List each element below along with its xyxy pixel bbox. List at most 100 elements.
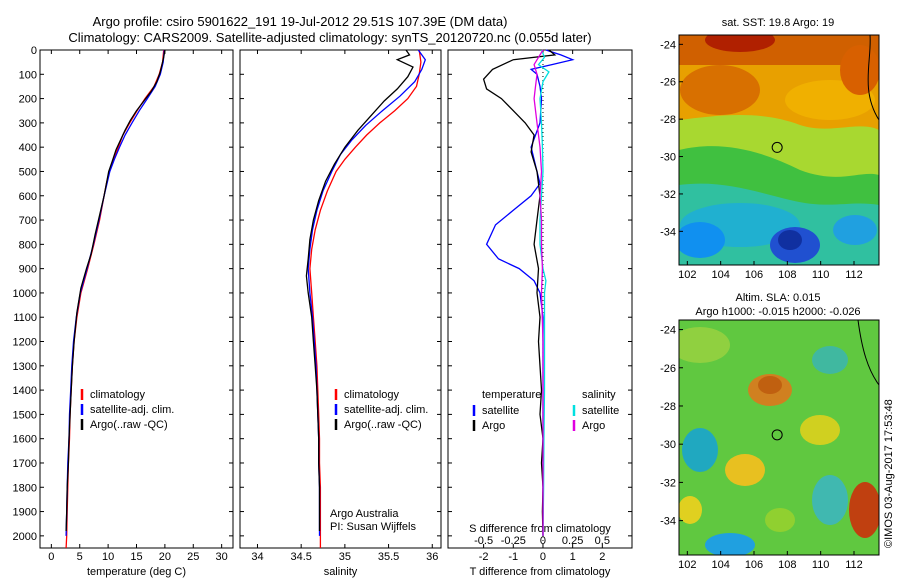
map-y-tick-label: -32 [660, 189, 676, 201]
depth-tick-label: 100 [19, 69, 37, 81]
depth-tick-label: 700 [19, 215, 37, 227]
x-tick-label: 25 [187, 551, 199, 563]
legend-header-salinity: salinity [582, 389, 616, 401]
legend-entry: climatology [90, 389, 146, 401]
x-axis-label: salinity [324, 566, 358, 578]
annotation-text: PI: Susan Wijffels [330, 521, 416, 533]
difference-panel: -2 -1 0 1 2 T difference from climatology -0.5… [447, 49, 633, 578]
sla-map-title2: Argo h1000: -0.015 h2000: -0.026 [695, 306, 860, 318]
legend-entry: Argo(..raw -QC) [90, 419, 168, 431]
sst-map-frame [678, 34, 880, 266]
x-tick-label: -1 [508, 551, 518, 563]
map-y-tick-label: -26 [660, 77, 676, 89]
x-axis-label: temperature (deg C) [87, 566, 186, 578]
x-tick-label: 34 [251, 551, 263, 563]
depth-tick-label: 1100 [13, 312, 37, 324]
sla-map-title1: Altim. SLA: 0.015 [736, 292, 821, 304]
depth-tick-label: 0 [31, 45, 37, 57]
title-line1: Argo profile: csiro 5901622_191 19-Jul-2… [93, 14, 508, 29]
title-line2: Climatology: CARS2009. Satellite-adjuste… [68, 30, 591, 45]
x-tick-label: 15 [130, 551, 142, 563]
depth-tick-label: 600 [19, 191, 37, 203]
series-line-s-argo [533, 49, 544, 536]
x-tick-label: 10 [102, 551, 114, 563]
x-tick-label: 34.5 [290, 551, 311, 563]
depth-tick-label: 300 [19, 118, 37, 130]
x-axis-label: T difference from climatology [470, 566, 611, 578]
depth-tick-label: 1700 [13, 458, 37, 470]
temperature-profile-frame [39, 49, 234, 549]
argo-position-marker-sla [771, 429, 783, 441]
legend-header-temperature: temperature [482, 389, 541, 401]
map-y-tick-label: -30 [660, 152, 676, 164]
difference-profile-frame [447, 49, 633, 549]
x-tick-label: 1 [570, 551, 576, 563]
map-y-tick-label: -34 [660, 516, 676, 528]
s-tick-label: -0.5 [474, 535, 493, 547]
legend-entry: satellite-adj. clim. [90, 404, 174, 416]
depth-tick-label: 1600 [13, 434, 37, 446]
s-tick-label: 0.5 [595, 535, 610, 547]
salinity-profile-frame [239, 49, 442, 549]
legend-entry: satellite [482, 405, 519, 417]
depth-tick-label: 900 [19, 264, 37, 276]
depth-tick-label: 1000 [13, 288, 37, 300]
depth-tick-label: 1800 [13, 482, 37, 494]
map-y-tick-label: -32 [660, 477, 676, 489]
depth-tick-label: 2000 [13, 531, 37, 543]
series-line-argo-raw-qc- [305, 49, 414, 531]
series-line-t-satellite [485, 49, 575, 536]
map-y-tick-label: -34 [660, 226, 676, 238]
x-tick-label: 2 [599, 551, 605, 563]
series-line-t-argo [482, 49, 557, 536]
s-tick-label: -0.25 [501, 535, 526, 547]
series-line-satellite-adj-clim- [65, 49, 165, 536]
map-y-tick-label: -24 [660, 325, 676, 337]
depth-tick-label: 1500 [13, 409, 37, 421]
depth-tick-label: 500 [19, 166, 37, 178]
map-x-tick-label: 106 [745, 559, 763, 571]
credit-text: ©IMOS 03-Aug-2017 17:53:48 [883, 399, 895, 548]
depth-tick-label: 400 [19, 142, 37, 154]
legend-entry: Argo(..raw -QC) [344, 419, 422, 431]
map-y-tick-label: -26 [660, 363, 676, 375]
sla-map-frame [678, 319, 880, 556]
map-x-tick-label: 102 [678, 269, 696, 281]
map-x-tick-label: 104 [711, 269, 729, 281]
depth-tick-label: 1400 [13, 385, 37, 397]
map-x-tick-label: 110 [812, 559, 830, 571]
x-tick-label: 36 [426, 551, 438, 563]
map-x-tick-label: 112 [845, 559, 863, 571]
series-line-climatology [309, 49, 422, 548]
legend-entry: satellite [582, 405, 619, 417]
sst-map-panel: sat. SST: 19.8 Argo: 19 102 104 106 108 110 1… [660, 17, 880, 281]
map-y-tick-label: -30 [660, 439, 676, 451]
x-tick-label: 0 [48, 551, 54, 563]
map-y-tick-label: -24 [660, 39, 676, 51]
sst-field [679, 35, 879, 265]
depth-tick-label: 200 [19, 94, 37, 106]
depth-tick-label: 1200 [13, 337, 37, 349]
series-line-climatology [65, 49, 165, 549]
map-x-tick-label: 110 [812, 269, 830, 281]
depth-tick-label: 1300 [13, 361, 37, 373]
legend-entry: satellite-adj. clim. [344, 404, 428, 416]
x-tick-label: 5 [77, 551, 83, 563]
x-tick-label: 0 [540, 551, 546, 563]
map-x-tick-label: 106 [745, 269, 763, 281]
x-tick-label: -2 [479, 551, 489, 563]
s-tick-label: 0.25 [562, 535, 583, 547]
depth-tick-label: 800 [19, 239, 37, 251]
legend-entry: climatology [344, 389, 400, 401]
x-tick-label: 30 [216, 551, 228, 563]
map-y-tick-label: -28 [660, 401, 676, 413]
temperature-panel: 0100200300400500600700800900100011001200… [13, 45, 234, 578]
map-x-tick-label: 104 [711, 559, 729, 571]
sst-map-title: sat. SST: 19.8 Argo: 19 [722, 17, 835, 29]
x-tick-label: 35.5 [378, 551, 399, 563]
x-tick-label: 20 [159, 551, 171, 563]
series-line-argo-raw-qc- [65, 49, 166, 532]
s-axis-label: S difference from climatology [469, 523, 611, 535]
legend-entry: Argo [482, 420, 505, 432]
